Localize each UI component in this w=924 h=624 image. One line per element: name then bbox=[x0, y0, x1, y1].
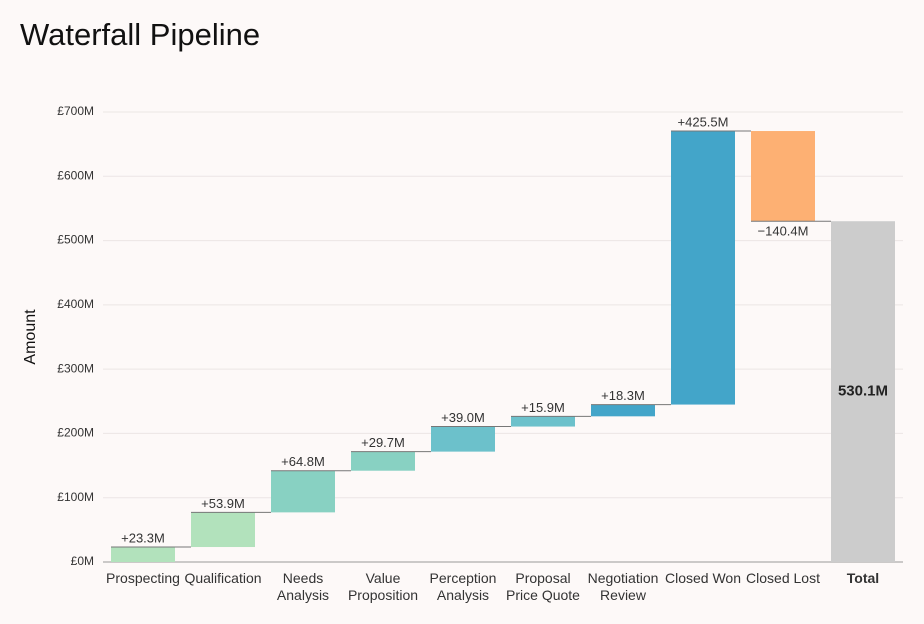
y-tick-label: £100M bbox=[57, 490, 94, 504]
x-tick-label-box: Closed Won bbox=[663, 570, 743, 587]
y-tick-label: £0M bbox=[71, 554, 94, 568]
x-tick-label-box: Proposal Price Quote bbox=[503, 570, 583, 604]
value-label: +425.5M bbox=[678, 114, 729, 129]
y-tick-label: £500M bbox=[57, 233, 94, 247]
x-tick-label-box: Prospecting bbox=[103, 570, 183, 587]
x-tick-label-box: Closed Lost bbox=[743, 570, 823, 587]
value-label: 530.1M bbox=[838, 383, 888, 400]
value-label: +64.8M bbox=[281, 454, 325, 469]
x-tick-label: Qualification bbox=[184, 570, 262, 586]
x-tick-label: Closed Won bbox=[664, 570, 741, 586]
y-tick-label: £700M bbox=[57, 104, 94, 118]
value-label: +15.9M bbox=[521, 400, 565, 415]
x-tick-label: Negotiation Review bbox=[587, 570, 659, 603]
y-axis-label: Amount bbox=[22, 309, 39, 365]
x-tick-label: Total bbox=[846, 570, 880, 586]
bar bbox=[271, 470, 335, 513]
bar bbox=[511, 416, 575, 427]
bar bbox=[191, 512, 255, 548]
x-tick-label: Closed Lost bbox=[746, 570, 820, 586]
x-tick-label: Perception Analysis bbox=[429, 570, 497, 603]
bar bbox=[431, 426, 495, 452]
x-tick-label: Proposal Price Quote bbox=[506, 570, 580, 603]
bar bbox=[591, 404, 655, 417]
x-tick-label: Needs Analysis bbox=[276, 570, 330, 603]
value-label: +53.9M bbox=[201, 496, 245, 511]
bar bbox=[671, 131, 735, 405]
x-tick-label: Prospecting bbox=[106, 570, 180, 586]
x-tick-label-box: Needs Analysis bbox=[263, 570, 343, 604]
y-tick-label: £400M bbox=[57, 297, 94, 311]
bar bbox=[831, 221, 895, 562]
value-label: +39.0M bbox=[441, 410, 485, 425]
x-tick-label-box: Qualification bbox=[183, 570, 263, 587]
bar bbox=[111, 547, 175, 562]
value-label: −140.4M bbox=[758, 224, 809, 239]
y-tick-label: £300M bbox=[57, 361, 94, 375]
value-label: +29.7M bbox=[361, 435, 405, 450]
x-tick-label: Value Proposition bbox=[347, 570, 419, 603]
x-tick-label-box: Total bbox=[823, 570, 903, 587]
bar bbox=[351, 451, 415, 471]
chart-title: Waterfall Pipeline bbox=[20, 17, 260, 52]
value-label: +18.3M bbox=[601, 388, 645, 403]
x-tick-label-box: Perception Analysis bbox=[423, 570, 503, 604]
x-tick-label-box: Value Proposition bbox=[343, 570, 423, 604]
y-tick-label: £600M bbox=[57, 168, 94, 182]
bar bbox=[751, 131, 815, 222]
x-tick-label-box: Negotiation Review bbox=[583, 570, 663, 604]
y-tick-label: £200M bbox=[57, 426, 94, 440]
value-label: +23.3M bbox=[121, 530, 165, 545]
